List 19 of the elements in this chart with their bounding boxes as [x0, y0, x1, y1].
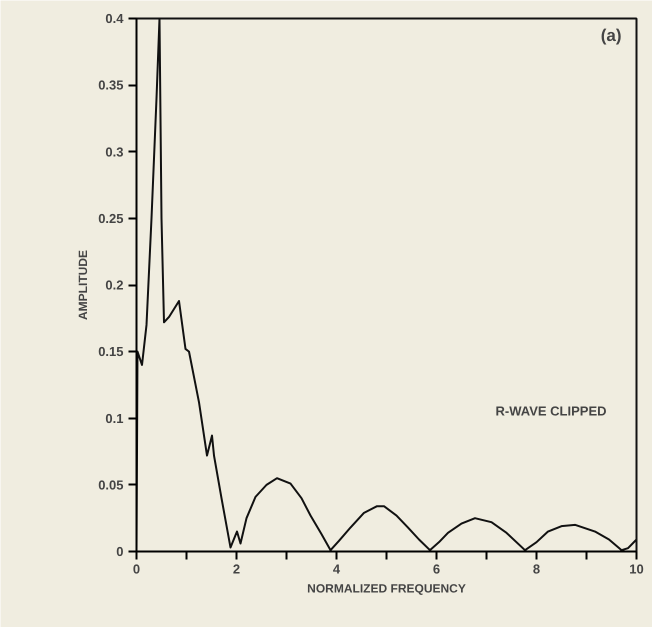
y-tick-label: 0.25	[98, 210, 124, 226]
y-tick-label: 0.3	[105, 144, 124, 160]
annotation: (a)	[600, 26, 622, 46]
y-tick-label: 0.1	[105, 410, 124, 426]
y-tick-label: 0.35	[98, 78, 124, 93]
annotation: R-WAVE CLIPPED	[496, 403, 607, 418]
y-tick-label: 0	[116, 544, 124, 559]
x-tick-label: 4	[332, 562, 341, 576]
x-tick-label: 10	[629, 562, 644, 576]
y-axis-title: AMPLITUDE	[76, 250, 90, 320]
x-tick-label: 2	[232, 562, 240, 576]
y-tick-label: 0.05	[98, 477, 124, 492]
x-tick-label: 0	[132, 562, 140, 576]
x-tick-label: 8	[532, 562, 540, 576]
x-axis-title: NORMALIZED FREQUENCY	[307, 582, 466, 596]
y-tick-label: 0.4	[105, 11, 124, 26]
y-tick-label: 0.2	[105, 278, 124, 292]
x-tick-label: 6	[432, 562, 440, 576]
y-tick-label: 0.15	[98, 344, 124, 360]
